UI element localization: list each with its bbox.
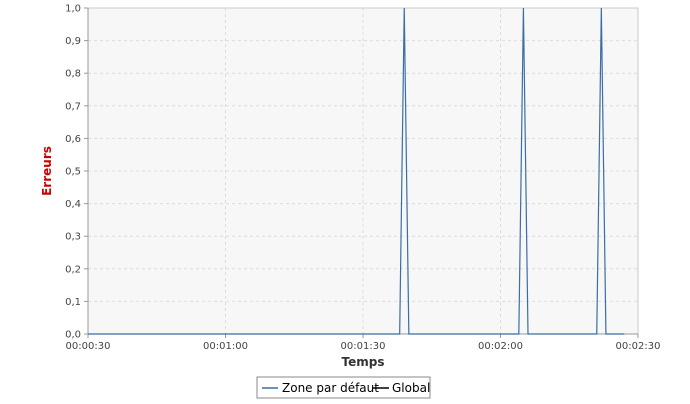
y-tick-label: 1,0 (65, 4, 81, 15)
x-tick-label: 00:02:30 (616, 341, 661, 352)
y-tick-label: 0,6 (65, 134, 81, 145)
y-axis-title: Erreurs (40, 146, 54, 196)
y-tick-label: 0,3 (65, 232, 81, 243)
x-axis-title: Temps (342, 355, 385, 369)
y-tick-label: 0,1 (65, 297, 81, 308)
y-tick-label: 0,2 (65, 264, 81, 275)
y-tick-label: 0,7 (65, 101, 81, 112)
y-tick-label: 0,4 (65, 199, 81, 210)
x-tick-label: 00:02:00 (478, 341, 523, 352)
x-tick-label: 00:01:30 (341, 341, 386, 352)
legend: Zone par défaut Global (257, 377, 430, 398)
legend-label-zone-par-defaut: Zone par défaut (282, 381, 379, 395)
x-tick-label: 00:01:00 (203, 341, 248, 352)
x-tick-label: 00:00:30 (66, 341, 111, 352)
legend-label-global: Global (392, 381, 430, 395)
y-tick-label: 0,8 (65, 69, 81, 80)
y-tick-label: 0,5 (65, 167, 81, 178)
y-tick-label: 0,0 (65, 330, 81, 341)
y-tick-label: 0,9 (65, 36, 81, 47)
